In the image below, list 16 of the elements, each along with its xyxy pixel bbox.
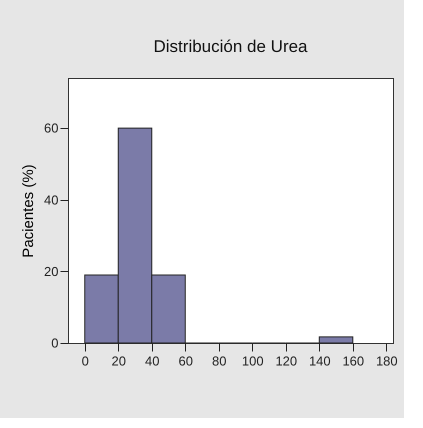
y-tick-label: 20 xyxy=(44,264,58,279)
y-tick-label: 60 xyxy=(44,120,58,136)
x-tick-label: 160 xyxy=(342,354,364,368)
x-tick-label: 60 xyxy=(178,354,193,368)
x-tick-label: 80 xyxy=(212,354,227,368)
y-tick-label: 40 xyxy=(44,192,58,208)
x-tick-label: 120 xyxy=(275,354,298,368)
x-tick-label: 180 xyxy=(376,354,398,368)
x-tick-label: 140 xyxy=(308,354,331,368)
y-axis-title: Pacientes (%) xyxy=(20,164,38,258)
x-tick-label: 0 xyxy=(82,354,89,368)
x-tick-label: 20 xyxy=(112,354,126,368)
x-tick-label: 100 xyxy=(242,354,264,368)
chart-title: Distribución de Urea xyxy=(153,37,308,56)
y-tick-label: 0 xyxy=(51,336,58,350)
x-tick-label: 40 xyxy=(145,354,160,368)
